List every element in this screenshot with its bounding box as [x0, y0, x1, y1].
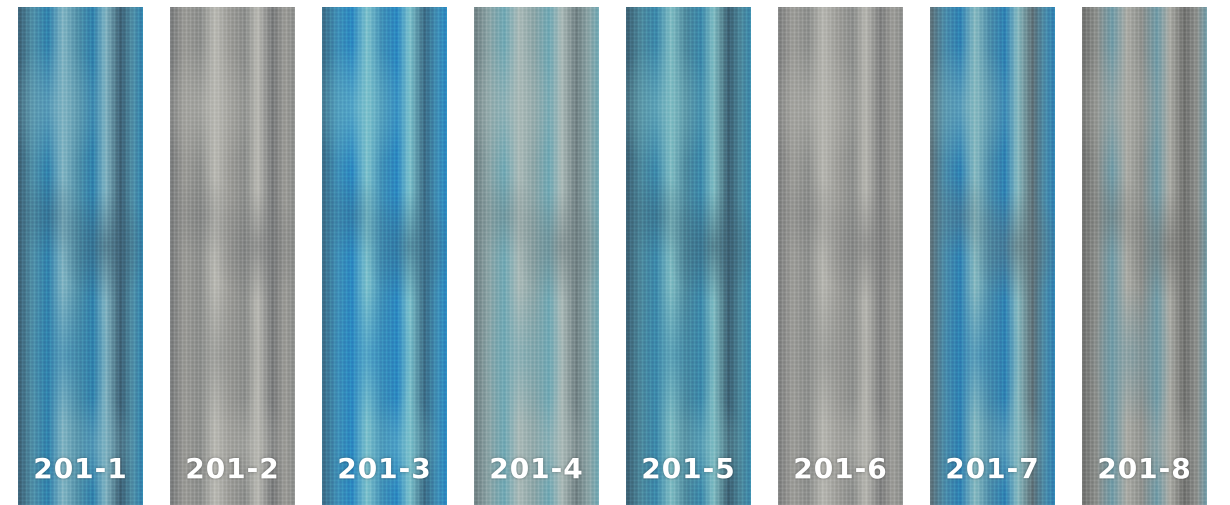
swatch-weave	[626, 7, 751, 505]
swatch-code-label: 201-3	[337, 452, 432, 485]
swatch-weave	[474, 7, 599, 505]
swatch-weave	[930, 7, 1055, 505]
swatch-code-label: 201-4	[489, 452, 584, 485]
swatch-201-6: 201-6	[778, 7, 903, 505]
swatch-code-label: 201-1	[33, 452, 128, 485]
swatch-mottle	[930, 7, 1055, 505]
swatch-code-label: 201-6	[793, 452, 888, 485]
swatch-201-8: 201-8	[1082, 7, 1207, 505]
swatch-weave	[18, 7, 143, 505]
swatch-201-7: 201-7	[930, 7, 1055, 505]
swatch-mottle	[626, 7, 751, 505]
swatch-code-label: 201-8	[1097, 452, 1192, 485]
swatch-weave	[1082, 7, 1207, 505]
swatch-code-label: 201-5	[641, 452, 736, 485]
swatch-mottle	[474, 7, 599, 505]
swatch-mottle	[170, 7, 295, 505]
swatch-201-3: 201-3	[322, 7, 447, 505]
swatch-201-5: 201-5	[626, 7, 751, 505]
swatch-weave	[778, 7, 903, 505]
swatch-201-2: 201-2	[170, 7, 295, 505]
swatch-mottle	[778, 7, 903, 505]
swatch-code-label: 201-2	[185, 452, 280, 485]
swatch-weave	[170, 7, 295, 505]
swatch-mottle	[322, 7, 447, 505]
swatch-weave	[322, 7, 447, 505]
swatch-201-1: 201-1	[18, 7, 143, 505]
swatch-201-4: 201-4	[474, 7, 599, 505]
swatch-mottle	[1082, 7, 1207, 505]
swatch-code-label: 201-7	[945, 452, 1040, 485]
swatch-mottle	[18, 7, 143, 505]
